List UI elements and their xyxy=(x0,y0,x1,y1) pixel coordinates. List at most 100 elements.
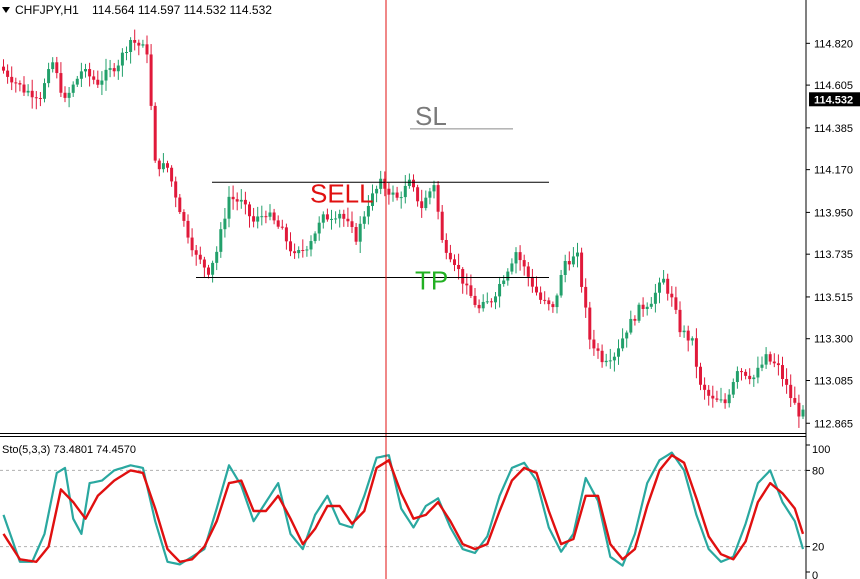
candle xyxy=(690,336,694,346)
candle xyxy=(633,315,637,326)
candle xyxy=(75,75,79,87)
candle xyxy=(662,270,666,285)
dropdown-triangle-icon[interactable] xyxy=(2,7,10,13)
candle-body xyxy=(670,293,674,298)
candle-body xyxy=(604,360,608,363)
candle-body xyxy=(522,260,526,267)
candle xyxy=(157,158,161,177)
candle xyxy=(96,70,100,88)
candle xyxy=(108,59,112,78)
candle-body xyxy=(358,223,362,242)
candle-body xyxy=(740,371,743,373)
candle xyxy=(38,92,42,107)
candle-body xyxy=(592,339,596,349)
candle-body xyxy=(280,226,284,228)
candle-body xyxy=(47,69,51,84)
candle xyxy=(440,205,444,243)
candle xyxy=(797,394,801,428)
candle-body xyxy=(227,196,231,219)
candle xyxy=(563,254,567,283)
candle-body xyxy=(719,399,723,401)
candle xyxy=(79,62,83,88)
price-tick-label: 113.085 xyxy=(814,376,853,388)
candle xyxy=(703,377,707,400)
candle xyxy=(674,286,678,315)
candle-body xyxy=(428,191,432,198)
candle-body xyxy=(120,52,124,66)
candle-body xyxy=(371,193,374,206)
candle-body xyxy=(268,212,272,217)
candle xyxy=(268,204,272,221)
candle xyxy=(272,208,276,225)
candle xyxy=(371,184,374,211)
candle-body xyxy=(129,40,133,52)
candle xyxy=(325,208,329,222)
candle-body xyxy=(301,249,305,251)
candle-body xyxy=(112,68,116,72)
candle xyxy=(10,66,14,91)
candle-body xyxy=(289,241,292,252)
price-candles xyxy=(2,29,805,428)
candle xyxy=(358,216,362,253)
candle-body xyxy=(211,262,215,275)
candle xyxy=(6,64,10,84)
candle xyxy=(252,207,256,228)
candle xyxy=(223,207,227,238)
candle xyxy=(600,344,604,368)
candle-body xyxy=(498,283,502,297)
candle-body xyxy=(539,292,543,300)
candle-body xyxy=(260,216,264,218)
candle xyxy=(207,264,210,279)
candle-body xyxy=(674,297,678,310)
candle xyxy=(26,84,30,97)
candle xyxy=(641,297,645,317)
candle-body xyxy=(403,185,407,198)
candle-body xyxy=(608,360,612,362)
candle xyxy=(141,39,145,48)
candle-body xyxy=(252,216,256,222)
candle-body xyxy=(334,218,338,220)
candle-body xyxy=(149,54,153,106)
candle-body xyxy=(309,241,313,250)
candle-body xyxy=(453,259,456,265)
candle-body xyxy=(694,338,698,367)
candle xyxy=(707,385,711,406)
candle xyxy=(317,216,321,241)
candle-body xyxy=(84,69,87,72)
candle-body xyxy=(457,264,461,270)
candle-body xyxy=(649,303,653,307)
candle xyxy=(555,293,559,314)
candle-body xyxy=(506,271,510,281)
candle xyxy=(366,195,370,225)
candle-body xyxy=(350,221,354,228)
candle xyxy=(793,386,797,405)
candle xyxy=(723,393,727,409)
candle-body xyxy=(198,254,202,260)
candle xyxy=(248,201,251,228)
candle xyxy=(658,277,661,304)
candle xyxy=(682,325,686,338)
candle-body xyxy=(469,285,473,296)
symbol-label: CHFJPY,H1 xyxy=(15,3,79,17)
candle xyxy=(71,81,75,97)
candle-body xyxy=(576,252,579,257)
candle xyxy=(686,325,690,352)
candle-body xyxy=(330,218,333,220)
candle-body xyxy=(530,276,534,287)
candle-body xyxy=(75,78,79,85)
candle-body xyxy=(104,69,108,81)
candle xyxy=(346,207,350,227)
candle xyxy=(120,48,124,77)
stochastic-k-line xyxy=(2,451,805,567)
candle-body xyxy=(444,239,448,253)
candle-body xyxy=(473,295,477,305)
candle xyxy=(543,291,547,305)
candle-body xyxy=(338,213,342,219)
candle xyxy=(514,247,518,274)
candle-body xyxy=(735,371,739,383)
current-price-box xyxy=(809,92,860,107)
candle-body xyxy=(543,299,547,301)
candle xyxy=(699,362,702,391)
candle-body xyxy=(219,229,223,252)
